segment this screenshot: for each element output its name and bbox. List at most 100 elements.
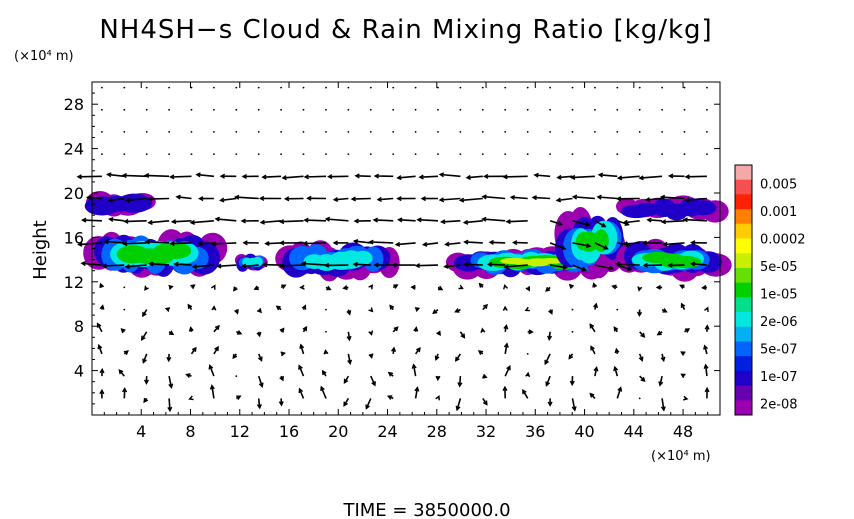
- x-tick-label: 36: [525, 422, 545, 441]
- vector-arrowhead: [387, 371, 394, 377]
- vector-arrow: [557, 175, 573, 179]
- vector-arrowhead: [191, 264, 197, 270]
- vector-arrowhead: [438, 197, 445, 203]
- vector-arrowhead: [414, 307, 421, 312]
- vector-arrowhead: [571, 406, 577, 412]
- vector-arrowhead: [569, 174, 576, 181]
- vector-arrow: [683, 218, 707, 222]
- vector-arrowhead: [242, 240, 248, 246]
- vector-arrow: [126, 197, 147, 202]
- vector-arrowhead: [144, 285, 149, 291]
- vector-arrowhead: [414, 386, 420, 392]
- vector-arrow: [456, 398, 462, 411]
- vector-dot: [123, 153, 126, 156]
- vector-arrowhead: [589, 323, 595, 329]
- vector-arrow: [444, 264, 461, 268]
- vector-arrowhead: [261, 174, 267, 180]
- vector-dot: [145, 86, 148, 89]
- vector-arrowhead: [76, 174, 82, 180]
- vector-arrow: [573, 196, 595, 200]
- vector-arrowhead: [434, 355, 440, 361]
- vector-arrowhead: [444, 241, 450, 247]
- vector-dot: [638, 108, 641, 111]
- vector-arrowhead: [615, 196, 622, 202]
- x-axis-unit: (×10⁴ m): [651, 449, 711, 464]
- vector-arrowhead: [118, 369, 124, 375]
- vector-arrow: [334, 197, 349, 201]
- vector-arrowhead: [300, 261, 307, 267]
- colorbar-swatch: [735, 356, 752, 372]
- vector-arrowhead: [410, 284, 416, 290]
- vector-dot: [257, 108, 260, 111]
- vector-dot: [481, 131, 484, 133]
- vector-arrowhead: [169, 240, 175, 247]
- vector-arrowhead: [372, 217, 379, 223]
- x-tick-label: 28: [427, 422, 447, 441]
- vector-arrow: [261, 220, 282, 224]
- vector-arrowhead: [280, 351, 286, 357]
- vector-arrowhead: [568, 283, 574, 289]
- vector-arrowhead: [148, 261, 154, 267]
- vector-arrow: [440, 197, 461, 201]
- vector-dot: [369, 108, 372, 111]
- vector-arrowhead: [477, 350, 484, 355]
- vector-arrowhead: [544, 359, 549, 366]
- vector-dot: [571, 86, 574, 89]
- vector-arrowhead: [332, 197, 339, 203]
- vector-arrowhead: [259, 219, 265, 225]
- vector-arrowhead: [101, 263, 107, 269]
- vector-dot: [504, 108, 507, 111]
- vector-dot: [347, 131, 350, 133]
- vector-arrowhead: [106, 172, 112, 178]
- time-label: TIME = 3850000.0: [342, 500, 510, 519]
- vector-arrow: [594, 220, 606, 228]
- vector-arrowhead: [211, 305, 217, 311]
- vector-arrowhead: [352, 261, 358, 267]
- vector-arrow: [170, 242, 192, 245]
- vector-arrowhead: [568, 354, 574, 360]
- vector-arrowhead: [147, 196, 153, 202]
- vector-arrowhead: [502, 385, 508, 392]
- vector-arrowhead: [667, 262, 673, 268]
- vector-dot: [706, 131, 708, 133]
- vector-arrow: [549, 264, 567, 269]
- vector-arrowhead: [465, 174, 471, 180]
- vector-arrowhead: [143, 172, 150, 179]
- vector-arrowhead: [436, 330, 441, 336]
- vector-arrowhead: [596, 194, 602, 200]
- vector-dot: [481, 108, 484, 111]
- y-tick-label: 12: [64, 273, 84, 292]
- vector-arrowhead: [679, 284, 685, 290]
- vector-arrowhead: [197, 241, 203, 247]
- vector-arrow: [96, 323, 103, 333]
- vector-arrowhead: [589, 392, 595, 398]
- vector-arrow: [646, 197, 663, 201]
- vector-arrow: [77, 175, 102, 178]
- vector-arrowhead: [482, 303, 488, 309]
- vector-arrowhead: [376, 196, 382, 203]
- vector-arrow: [108, 197, 125, 202]
- vector-arrowhead: [191, 346, 197, 352]
- vector-arrow: [300, 344, 305, 355]
- colorbar-swatch: [735, 297, 752, 313]
- vector-arrowhead: [525, 371, 531, 378]
- vector-arrow: [522, 389, 529, 399]
- vector-dot: [280, 153, 282, 156]
- vector-arrowhead: [187, 303, 193, 309]
- colorbar-swatch: [735, 267, 752, 284]
- vector-arrow: [191, 220, 214, 224]
- vector-dot: [257, 153, 260, 156]
- x-tick-label: 20: [328, 422, 348, 441]
- vector-dot: [683, 86, 686, 89]
- vector-dot: [414, 153, 417, 156]
- vector-arrowhead: [352, 238, 359, 244]
- vector-arrow: [460, 197, 483, 202]
- vector-dot: [392, 153, 395, 156]
- vector-arrow: [549, 242, 566, 250]
- vector-arrowhead: [121, 172, 127, 179]
- vector-arrow: [549, 220, 562, 226]
- vector-arrowhead: [342, 285, 348, 291]
- vector-arrowhead: [585, 221, 591, 227]
- vector-dot: [145, 131, 148, 133]
